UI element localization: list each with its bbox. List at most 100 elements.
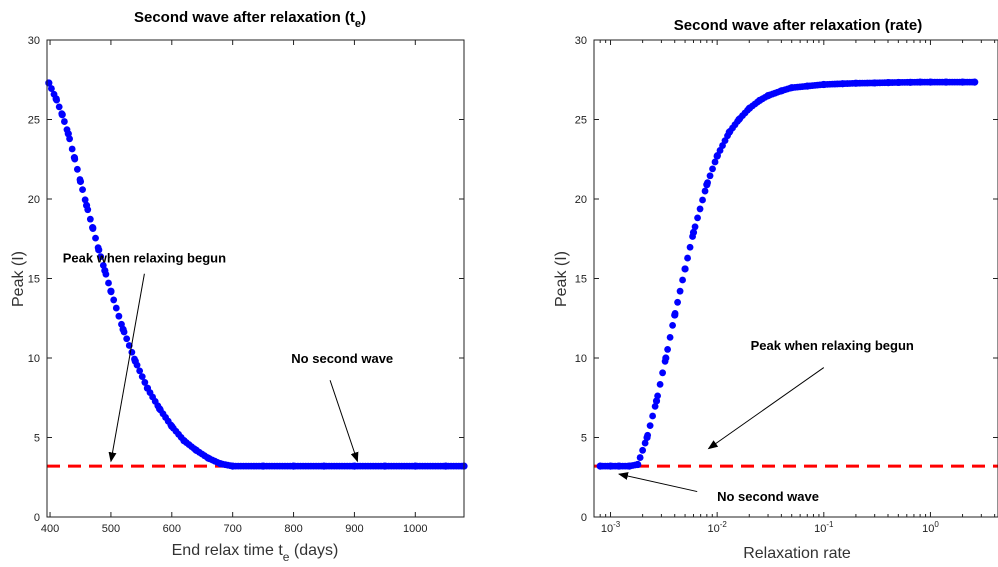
data-point	[350, 462, 359, 470]
data-point	[192, 446, 200, 454]
series-curve-point	[92, 234, 99, 242]
data-point	[634, 460, 642, 469]
series-curve-point	[636, 454, 644, 461]
y-tick-label: 25	[28, 115, 40, 127]
left-annotations: Peak when relaxing begun No second wave	[63, 251, 393, 463]
x-tick-label: 400	[41, 523, 59, 535]
data-point	[119, 325, 127, 333]
data-point	[107, 287, 115, 295]
left-chart: Second wave after relaxation (te) 0 5 10 15…	[10, 9, 468, 564]
right-plot-frame	[593, 39, 998, 518]
x-tick-label: 1000	[403, 523, 427, 535]
data-point	[411, 462, 419, 470]
data-point	[259, 462, 267, 470]
series-curve-point	[86, 215, 94, 223]
data-point	[596, 462, 604, 470]
data-point	[64, 130, 72, 138]
right-y-axis-label: Peak (I)	[553, 251, 570, 307]
y-tick-label: 5	[34, 433, 40, 445]
data-point	[652, 397, 661, 405]
data-point	[725, 128, 733, 136]
annotation-text: Peak when relaxing begun	[63, 251, 226, 266]
y-tick-label: 20	[575, 194, 587, 206]
series-curve-point	[55, 103, 63, 111]
y-tick-label: 10	[575, 353, 587, 365]
data-point	[777, 87, 785, 95]
data-point	[95, 246, 103, 254]
series-curve-point	[141, 379, 149, 386]
series-curve-point	[679, 276, 686, 284]
series-curve-point	[686, 243, 694, 251]
series-curve-point	[699, 196, 706, 204]
series-curve-point	[676, 287, 684, 295]
left-title-subscript: e	[355, 18, 361, 30]
series-curve-point	[674, 298, 681, 306]
data-point	[58, 111, 66, 119]
right-chart-title: Second wave after relaxation (rate)	[674, 17, 922, 34]
right-annotations: Peak when relaxing begun No second wave	[617, 338, 914, 504]
data-point	[971, 78, 979, 86]
data-point	[615, 462, 623, 470]
y-tick-label: 20	[28, 194, 40, 206]
data-point	[289, 462, 298, 470]
series-curve-point	[656, 380, 664, 388]
data-point	[156, 405, 164, 413]
data-point	[52, 95, 60, 103]
series-curve-point	[666, 333, 674, 341]
data-point	[643, 433, 651, 442]
data-point	[70, 154, 78, 162]
right-chart: Second wave after relaxation (rate) 0 5 10…	[553, 17, 998, 562]
data-point	[89, 224, 97, 232]
data-point	[713, 152, 721, 160]
data-point	[803, 82, 811, 90]
data-point	[216, 460, 225, 468]
series-curve-point	[105, 279, 112, 287]
series-curve-point	[60, 118, 68, 125]
series-curve-point	[136, 367, 144, 375]
data-point	[671, 311, 679, 319]
series-curve-point	[97, 253, 105, 260]
right-series-points	[596, 78, 979, 470]
y-tick-label: 0	[34, 512, 40, 524]
data-point	[204, 454, 212, 462]
data-point	[942, 78, 950, 86]
data-point	[168, 422, 176, 430]
data-point	[745, 104, 753, 112]
annotation-arrow	[108, 273, 145, 463]
data-point	[229, 462, 237, 470]
series-curve-point	[639, 446, 647, 454]
series-curve-point	[651, 402, 659, 410]
series-curve-point	[649, 412, 657, 420]
left-series-points	[45, 79, 468, 470]
x-tick-label: 700	[223, 523, 241, 535]
data-point	[852, 79, 860, 87]
data-point	[689, 228, 698, 236]
series-curve-point	[641, 439, 649, 447]
annotation-arrow	[707, 367, 825, 450]
series-curve-point	[684, 254, 691, 262]
x-tick-label: 100	[922, 520, 939, 535]
annotation-text: Peak when relaxing begun	[751, 338, 914, 353]
annotation-text: No second wave	[291, 351, 393, 366]
data-point	[625, 462, 633, 470]
series-curve-point	[669, 321, 676, 329]
x-tick-label: 10-2	[707, 520, 727, 535]
data-point	[131, 357, 139, 365]
series-curve-point	[694, 214, 701, 222]
data-point	[442, 462, 450, 470]
right-axis-ticks: 0 5 10 15 20 25 30 10-3 10-2 10-1 100	[575, 35, 998, 535]
annotation-arrow	[329, 380, 359, 463]
x-tick-label: 500	[102, 523, 120, 535]
series-curve-point	[709, 165, 716, 173]
data-point	[101, 266, 109, 275]
series-curve-point	[73, 165, 81, 173]
y-tick-label: 0	[581, 512, 587, 524]
data-point	[735, 115, 743, 124]
data-point	[916, 78, 924, 86]
series-curve-point	[81, 196, 89, 204]
y-tick-label: 30	[28, 35, 40, 47]
series-curve-point	[112, 304, 120, 312]
data-point	[180, 437, 188, 445]
y-tick-label: 30	[575, 35, 587, 47]
